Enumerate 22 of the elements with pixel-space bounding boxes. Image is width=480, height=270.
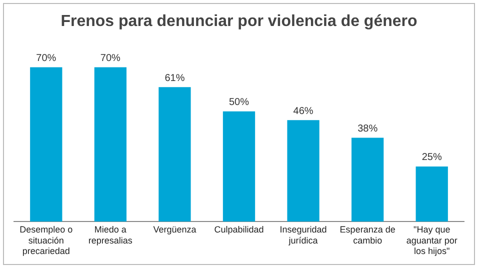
x-tick-label: "Hay que aguantar por los hijos" (406, 224, 458, 256)
x-tick-label: Esperanza de cambio (340, 224, 396, 246)
bar (416, 166, 448, 222)
x-tick-label: Desempleo o situación precariedad (20, 224, 73, 256)
data-label: 38% (358, 124, 378, 135)
bar (158, 87, 191, 222)
bar (94, 67, 126, 222)
x-tick-label: Culpabilidad (214, 224, 264, 234)
data-label: 61% (164, 72, 185, 84)
bar (30, 67, 62, 222)
bar (222, 111, 256, 222)
data-label: 25% (422, 152, 442, 164)
chart-title: Frenos para denunciar por violencia de género (60, 13, 418, 30)
data-label: 50% (228, 97, 250, 108)
x-tick-label: Inseguridad jurídica (280, 224, 327, 246)
bar (287, 120, 320, 222)
x-tick-label: Vergüenza (153, 224, 196, 234)
bar (352, 138, 384, 222)
data-label: 70% (36, 53, 56, 64)
data-label: 46% (293, 106, 314, 117)
data-label: 70% (100, 53, 121, 64)
x-tick-label: Miedo a represalias (88, 224, 133, 246)
